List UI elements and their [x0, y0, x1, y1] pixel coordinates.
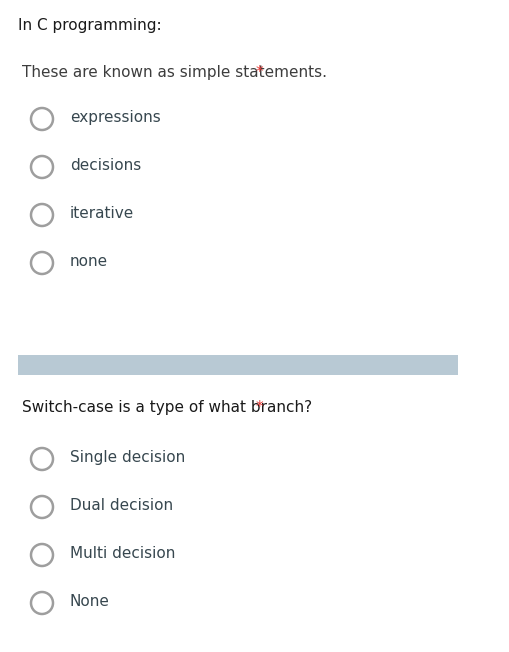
- Circle shape: [31, 448, 53, 470]
- Text: *: *: [255, 65, 263, 80]
- Text: These are known as simple statements.: These are known as simple statements.: [22, 65, 331, 80]
- Text: expressions: expressions: [70, 110, 160, 125]
- Circle shape: [31, 204, 53, 226]
- FancyBboxPatch shape: [18, 355, 457, 375]
- Text: Dual decision: Dual decision: [70, 498, 173, 513]
- Circle shape: [31, 496, 53, 518]
- Text: none: none: [70, 254, 108, 269]
- Text: Multi decision: Multi decision: [70, 546, 175, 561]
- Text: In C programming:: In C programming:: [18, 18, 161, 33]
- Circle shape: [31, 252, 53, 274]
- Text: None: None: [70, 594, 109, 609]
- Text: Single decision: Single decision: [70, 450, 185, 465]
- Circle shape: [31, 592, 53, 614]
- Circle shape: [31, 108, 53, 130]
- Circle shape: [31, 544, 53, 566]
- Text: iterative: iterative: [70, 206, 134, 221]
- Text: Switch-case is a type of what branch?: Switch-case is a type of what branch?: [22, 400, 317, 415]
- Text: decisions: decisions: [70, 158, 141, 173]
- Circle shape: [31, 156, 53, 178]
- Text: *: *: [255, 400, 263, 415]
